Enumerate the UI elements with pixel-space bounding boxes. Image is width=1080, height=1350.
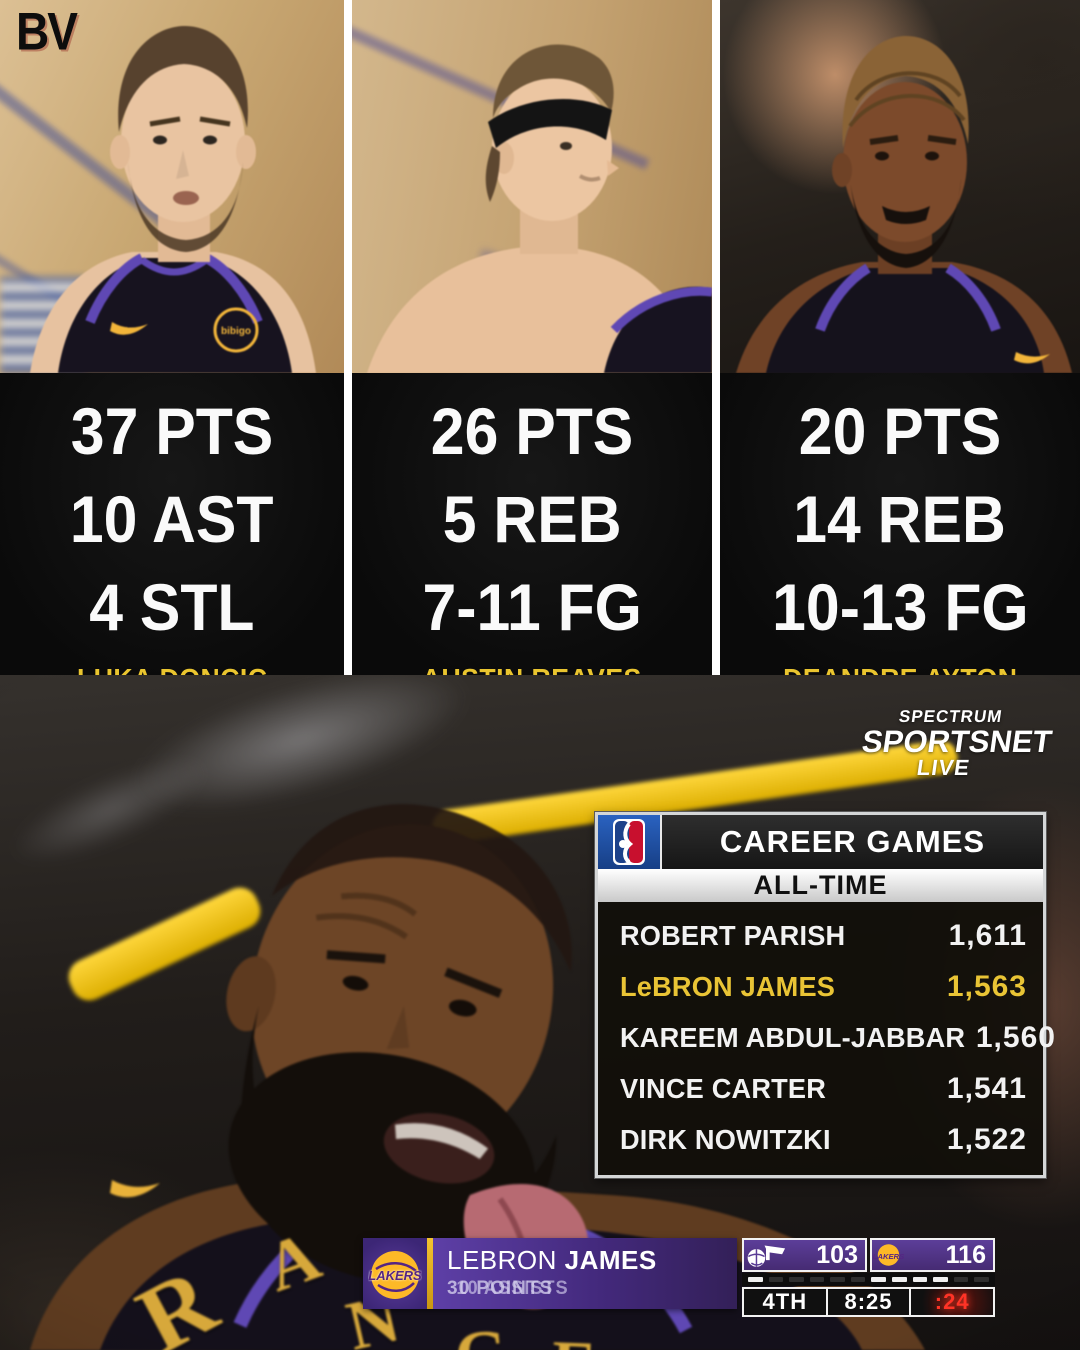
svg-text:LAKERS: LAKERS xyxy=(873,1252,904,1261)
live-badge: LIVE xyxy=(915,755,972,780)
timeout-dashes xyxy=(742,1273,995,1286)
scorebug: 103 LAKERS 116 4TH 8:25 :24 xyxy=(742,1238,995,1317)
leaderboard-row: ROBERT PARISH 1,611 xyxy=(598,910,1043,961)
leaderboard-row: DIRK NOWITZKI 1,522 xyxy=(598,1114,1043,1165)
rank-name: VINCE CARTER xyxy=(620,1072,827,1104)
leaderboard-rows: ROBERT PARISH 1,611 LeBRON JAMES 1,563 K… xyxy=(598,902,1055,1175)
leaderboard-subtitle: ALL-TIME xyxy=(598,869,1043,902)
player-lower-third: LEBRON JAMES 30 POINTS 10 ASSISTS xyxy=(433,1238,737,1309)
player-first-name: LEBRON xyxy=(447,1245,557,1275)
stat-ticker-text: 10 ASSISTS xyxy=(456,1278,569,1299)
stats-panel-reaves: 26 PTS 5 REB 7-11 FG AUSTIN REAVES xyxy=(352,373,712,694)
shot-clock: :24 xyxy=(909,1289,994,1315)
home-score-cell: LAKERS 116 xyxy=(870,1238,995,1272)
rank-value: 1,563 xyxy=(946,969,1027,1003)
stats-panel-ayton: 20 PTS 14 REB 10-13 FG DEANDRE AYTON xyxy=(720,373,1080,694)
leaderboard-title: CAREER GAMES xyxy=(660,815,1043,869)
stats-panel-luka: 37 PTS 10 AST 4 STL LUKA DONCIC xyxy=(0,373,344,694)
jazz-logo-icon xyxy=(747,1245,786,1267)
bv-watermark-logo: BV xyxy=(16,1,78,61)
leaderboard-row-highlighted: LeBRON JAMES 1,563 xyxy=(598,961,1043,1012)
rank-value: 1,611 xyxy=(948,918,1027,952)
stat-ticker: 30 POINTS 10 ASSISTS xyxy=(447,1278,737,1302)
stat-line: 20 PTS xyxy=(798,394,1002,468)
player-last-name: JAMES xyxy=(564,1245,657,1275)
nba-logo-icon xyxy=(598,815,660,869)
rank-value: 1,522 xyxy=(946,1122,1027,1156)
career-games-leaderboard: CAREER GAMES ALL-TIME ROBERT PARISH 1,61… xyxy=(595,812,1055,1178)
ayton-figure xyxy=(736,36,1072,373)
rank-value: 1,541 xyxy=(946,1071,1027,1105)
photo-luka-doncic: bibigo BV xyxy=(0,0,344,373)
photo-lebron-james: bibigo R A N G E xyxy=(0,675,1080,1350)
svg-text:LAKERS: LAKERS xyxy=(368,1268,422,1283)
stat-line: 37 PTS xyxy=(70,394,274,468)
home-score: 116 xyxy=(945,1240,986,1269)
stat-line: 7-11 FG xyxy=(422,570,642,644)
column-luka: bibigo BV 37 PTS 10 AST 4 STL LUKA DONCI… xyxy=(0,0,344,694)
game-clock: 8:25 xyxy=(825,1289,910,1315)
column-ayton: 20 PTS 14 REB 10-13 FG DEANDRE AYTON xyxy=(720,0,1080,694)
clock-row: 4TH 8:25 :24 xyxy=(742,1287,995,1317)
rank-name: ROBERT PARISH xyxy=(620,919,846,951)
score-row: 103 LAKERS 116 xyxy=(742,1238,995,1272)
photo-deandre-ayton xyxy=(720,0,1080,373)
period-indicator: 4TH xyxy=(762,1289,808,1314)
rank-name: DIRK NOWITZKI xyxy=(620,1123,831,1155)
stat-line: 10-13 FG xyxy=(771,570,1029,644)
lakers-logo-icon: LAKERS xyxy=(363,1238,427,1309)
luka-figure: bibigo xyxy=(30,26,316,373)
rank-name: KAREEM ABDUL-JABBAR xyxy=(620,1021,966,1053)
player-name: LEBRON JAMES xyxy=(447,1245,737,1276)
stat-ticker-text: 30 POINTS xyxy=(447,1278,554,1299)
rank-name: LeBRON JAMES xyxy=(620,970,836,1002)
bibigo-patch: bibigo xyxy=(221,326,251,337)
away-score-cell: 103 xyxy=(742,1238,867,1272)
lower-third-name-bar: LAKERS LEBRON JAMES 30 POINTS 10 ASSISTS xyxy=(363,1238,737,1309)
column-divider xyxy=(344,0,352,675)
column-reaves: 26 PTS 5 REB 7-11 FG AUSTIN REAVES xyxy=(352,0,712,694)
column-divider xyxy=(712,0,720,675)
leaderboard-header: CAREER GAMES xyxy=(598,815,1043,869)
away-score: 103 xyxy=(816,1240,858,1269)
jersey-letter: G xyxy=(452,1313,512,1350)
leaderboard-row: KAREEM ABDUL-JABBAR 1,560 xyxy=(598,1012,1055,1063)
rank-value: 1,560 xyxy=(975,1020,1056,1054)
lakers-logo-icon: LAKERS xyxy=(873,1244,904,1266)
stat-line: 14 REB xyxy=(793,482,1007,556)
stat-line: 5 REB xyxy=(442,482,622,556)
reaves-figure xyxy=(367,44,712,373)
spectrum-sportsnet-bug: SPECTRUM SPORTSNET LIVE xyxy=(857,707,1055,780)
network-brand: SPORTSNET xyxy=(859,724,1055,759)
jersey-letter: E xyxy=(551,1326,598,1350)
gold-divider xyxy=(427,1238,433,1309)
stat-line: 4 STL xyxy=(89,570,255,644)
leaderboard-row: VINCE CARTER 1,541 xyxy=(598,1063,1043,1114)
stat-line: 26 PTS xyxy=(430,394,634,468)
stat-line: 10 AST xyxy=(70,482,274,556)
photo-austin-reaves xyxy=(352,0,712,373)
